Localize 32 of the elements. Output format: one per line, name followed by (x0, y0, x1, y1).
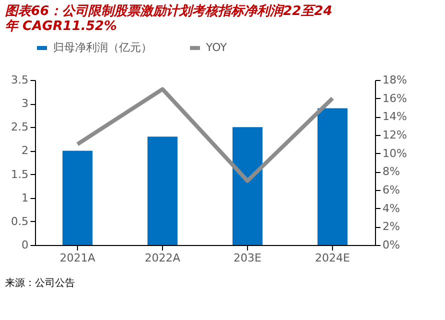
x-tick-label: 2022A (144, 252, 181, 264)
y-tick-label: 1 (22, 191, 28, 204)
y2-tick-label: 18% (382, 74, 407, 86)
x-tick-label: 203E (234, 252, 262, 264)
x-tick-label: 2024E (315, 252, 350, 264)
text: 年 CAGR11.52% (5, 19, 117, 34)
y2-tick-label: 16% (382, 92, 407, 105)
y-tick-label: 0 (22, 238, 28, 252)
bar (148, 136, 178, 245)
bar (318, 108, 348, 245)
y2-tick-label: 4% (382, 202, 400, 215)
y-tick-label: 1.5 (11, 168, 28, 181)
y2-tick-label: 10% (382, 146, 407, 160)
y-tick-label: 2 (22, 144, 28, 158)
y2-tick-label: 6% (382, 184, 400, 196)
y2-tick-label: 12% (382, 128, 407, 142)
y2-tick-label: 8% (382, 165, 400, 178)
y2-tick-label: 14% (382, 110, 407, 124)
bar (232, 127, 262, 245)
y-tick-label: 3 (22, 97, 28, 110)
source-note: 来源：公司公告 (5, 277, 75, 289)
line-series (76, 87, 334, 183)
legend-label: YOY (205, 41, 228, 54)
y-tick-label: 2.5 (11, 120, 28, 134)
y-tick-label: 0.5 (11, 214, 28, 228)
y2-tick-label: 0% (382, 238, 400, 252)
text: 图表66：公司限制股票激励计划考核指标净利润22至24 (5, 4, 332, 19)
x-tick-label: 2021A (60, 252, 96, 264)
bar (62, 150, 92, 245)
legend-label: 归母净利润（亿元） (53, 41, 152, 54)
y2-tick-label: 2% (382, 220, 400, 234)
y-tick-label: 3.5 (11, 74, 28, 86)
